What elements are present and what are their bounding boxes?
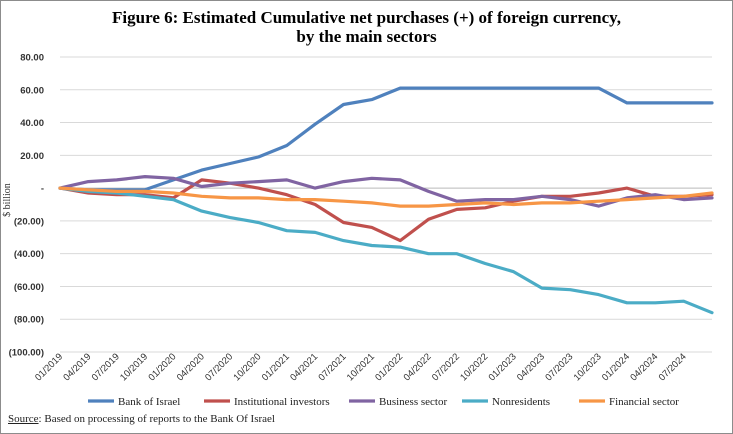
x-tick-label: 04/2022	[402, 351, 434, 383]
x-tick-label: 07/2024	[657, 351, 689, 383]
y-tick-label: (80.00)	[14, 315, 44, 326]
y-tick-label: 20.00	[20, 151, 44, 162]
x-tick-label: 04/2020	[175, 351, 207, 383]
legend-label: Financial sector	[609, 396, 679, 408]
x-tick-label: 10/2019	[118, 351, 150, 383]
x-tick-label: 01/2020	[146, 351, 178, 383]
legend-label: Bank of Israel	[118, 396, 180, 408]
series-lines	[58, 86, 714, 315]
x-tick-label: 01/2021	[260, 351, 292, 383]
legend-label: Institutional investors	[234, 396, 330, 408]
x-tick-label: 01/2022	[373, 351, 405, 383]
x-axis-ticks: 01/201904/201907/201910/201901/202004/20…	[33, 351, 689, 383]
legend-label: Business sector	[379, 396, 447, 408]
chart-title-line-1: Figure 6: Estimated Cumulative net purch…	[112, 8, 621, 27]
y-tick-label: 80.00	[20, 53, 44, 64]
x-tick-label: 07/2023	[543, 351, 575, 383]
series-line-financial-sector	[58, 186, 714, 208]
y-tick-label: -	[41, 184, 44, 195]
source-label: Source	[8, 413, 39, 425]
series-line-nonresidents	[58, 186, 714, 315]
y-tick-label: 60.00	[20, 85, 44, 96]
x-tick-label: 01/2023	[487, 351, 519, 383]
source-note: Source: Based on processing of reports t…	[8, 413, 275, 425]
y-tick-label: (60.00)	[14, 282, 44, 293]
series-line-bank-of-israel	[58, 86, 714, 192]
y-axis-label: $ billion	[2, 183, 13, 217]
x-tick-label: 07/2021	[317, 351, 349, 383]
x-tick-label: 07/2022	[430, 351, 462, 383]
x-tick-label: 07/2019	[90, 351, 122, 383]
x-tick-label: 04/2019	[61, 351, 93, 383]
y-axis-ticks: 80.00 60.00 40.00 20.00 - (20.00) (40.00) (60.0…	[9, 53, 44, 359]
y-tick-label: 40.00	[20, 118, 44, 129]
x-tick-label: 10/2020	[231, 351, 263, 383]
source-text: : Based on processing of reports to the …	[38, 413, 275, 425]
y-tick-label: (20.00)	[14, 216, 44, 227]
gridlines	[60, 56, 712, 353]
x-tick-label: 10/2021	[345, 351, 377, 383]
x-tick-label: 04/2021	[288, 351, 320, 383]
chart-title: Figure 6: Estimated Cumulative net purch…	[0, 8, 733, 46]
x-tick-label: 01/2024	[600, 351, 632, 383]
x-tick-label: 04/2023	[515, 351, 547, 383]
x-tick-label: 10/2022	[458, 351, 490, 383]
legend-label: Nonresidents	[492, 396, 550, 408]
x-tick-label: 10/2023	[572, 351, 604, 383]
series-line-institutional-investors	[58, 178, 714, 243]
x-tick-label: 04/2024	[628, 351, 660, 383]
y-tick-label: (100.00)	[9, 348, 44, 359]
legend: Bank of Israel Institutional investors Bus…	[88, 396, 679, 408]
x-tick-label: 07/2020	[203, 351, 235, 383]
series-line-business-sector	[58, 175, 714, 208]
y-tick-label: (40.00)	[14, 249, 44, 260]
chart-title-line-2: by the main sectors	[296, 27, 437, 46]
